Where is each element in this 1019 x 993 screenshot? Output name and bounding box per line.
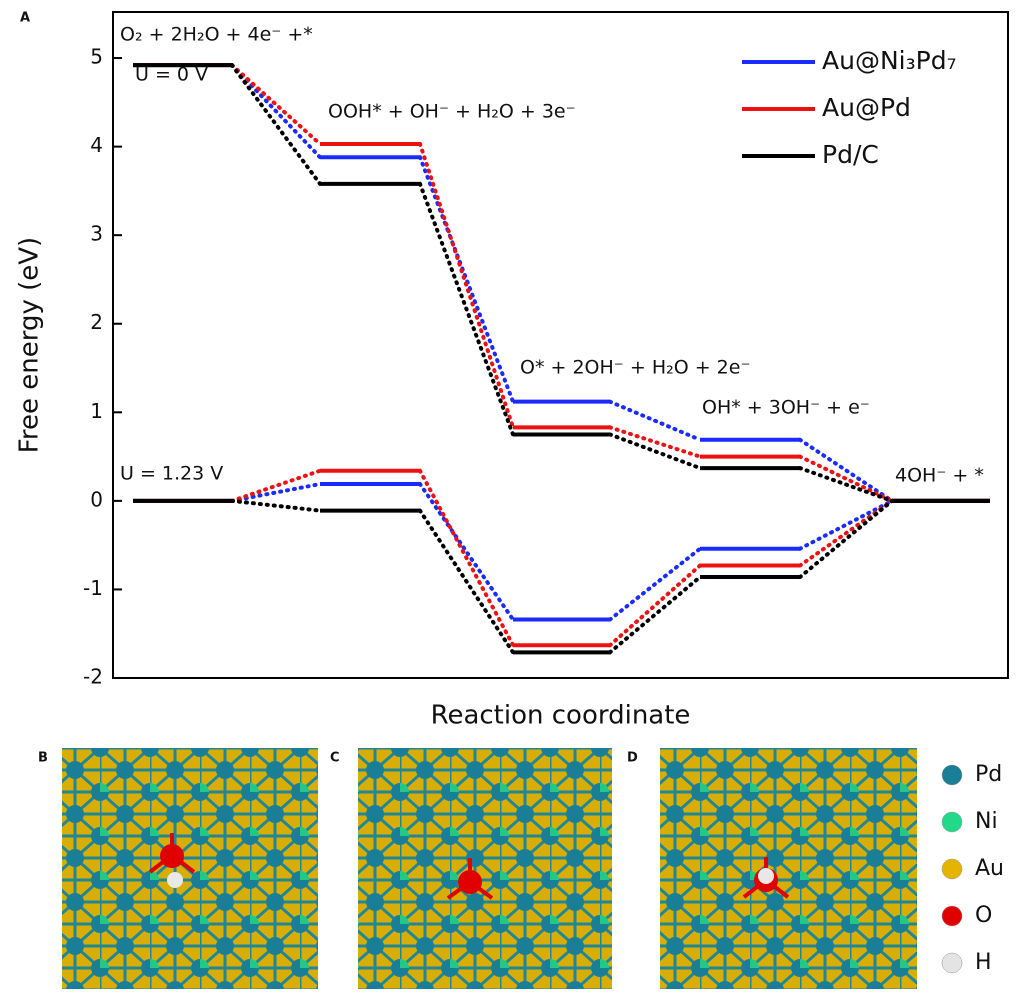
structure-image	[660, 748, 917, 989]
y-axis-title: Free energy (eV)	[15, 237, 45, 453]
panel-label: D	[627, 751, 638, 766]
atom-label: Au	[975, 856, 1004, 881]
legend-label: Au@Ni₃Pd₇	[822, 46, 957, 75]
y-tick-label: 2	[90, 310, 103, 334]
panel-label: C	[330, 751, 340, 766]
transition	[420, 144, 513, 427]
transition	[232, 501, 320, 511]
state-label: O* + 2OH⁻ + H₂O + 2e⁻	[520, 357, 750, 379]
panel-label: A	[20, 11, 30, 26]
transition	[420, 157, 513, 401]
transition	[800, 501, 892, 549]
y-tick-label: 0	[90, 487, 103, 511]
x-axis-title: Reaction coordinate	[431, 701, 691, 731]
state-label: OH* + 3OH⁻ + e⁻	[702, 397, 870, 419]
panel-label: B	[38, 751, 48, 766]
y-tick-label: -2	[83, 665, 103, 689]
potential-label: U = 0 V	[135, 64, 208, 86]
transition	[420, 511, 513, 653]
transition	[800, 501, 892, 566]
atom-label: Pd	[975, 762, 1002, 787]
transition	[610, 549, 700, 620]
legend-label: Pd/C	[822, 140, 879, 169]
transition	[610, 566, 700, 646]
state-label: 4OH⁻ + *	[895, 465, 984, 487]
transition	[610, 402, 700, 440]
transition	[232, 65, 320, 144]
transition	[800, 440, 892, 501]
state-label: O₂ + 2H₂O + 4e⁻ +*	[120, 24, 313, 46]
structure-panels	[62, 748, 917, 989]
y-tick-label: 1	[90, 399, 103, 423]
y-tick-label: 5	[90, 45, 103, 69]
atom-swatch	[942, 859, 962, 879]
state-label: OOH* + OH⁻ + H₂O + 3e⁻	[328, 101, 576, 123]
atom-label: O	[975, 903, 992, 928]
transition	[232, 65, 320, 157]
y-tick-label: 4	[90, 133, 103, 157]
y-tick-label: 3	[90, 222, 103, 246]
legend-label: Au@Pd	[822, 93, 911, 122]
atom-swatch	[942, 812, 962, 832]
structure-image	[358, 748, 612, 989]
transition	[420, 184, 513, 435]
transition	[800, 457, 892, 501]
transition	[232, 65, 320, 184]
atom-swatch	[942, 906, 962, 926]
transition	[232, 484, 320, 501]
atom-label: H	[975, 950, 992, 975]
atom-label: Ni	[975, 809, 998, 834]
transition	[800, 501, 892, 577]
potential-label: U = 1.23 V	[120, 463, 223, 485]
atom-swatch	[942, 953, 962, 973]
transition	[800, 468, 892, 501]
figure: -2 -1 0 1 2 3 4 5 Reaction coordinate Free energy…	[0, 0, 1019, 989]
transition	[610, 577, 700, 652]
transition	[420, 484, 513, 620]
transition	[420, 471, 513, 645]
y-tick-label: -1	[83, 576, 103, 600]
transition	[610, 434, 700, 468]
atom-swatch	[942, 765, 962, 785]
